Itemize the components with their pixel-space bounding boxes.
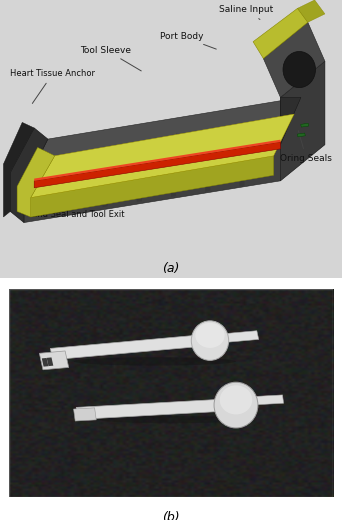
Text: Saline Input: Saline Input (219, 5, 273, 19)
Polygon shape (24, 145, 280, 223)
Polygon shape (50, 334, 214, 360)
Polygon shape (47, 357, 53, 366)
Text: Surgery Tool: Surgery Tool (133, 133, 189, 180)
Ellipse shape (283, 51, 315, 88)
Polygon shape (34, 140, 280, 181)
Polygon shape (205, 155, 210, 192)
Text: Tool Sleeve: Tool Sleeve (80, 46, 141, 71)
Ellipse shape (195, 323, 225, 348)
Polygon shape (24, 97, 301, 186)
Text: (a): (a) (162, 263, 180, 276)
Polygon shape (42, 358, 49, 367)
Polygon shape (253, 395, 284, 405)
Polygon shape (31, 156, 274, 217)
Polygon shape (10, 128, 48, 223)
Polygon shape (17, 148, 55, 217)
Polygon shape (280, 97, 301, 145)
Text: Heart Tissue Anchor: Heart Tissue Anchor (10, 69, 95, 103)
Ellipse shape (100, 416, 242, 423)
Polygon shape (68, 175, 74, 212)
Polygon shape (31, 114, 294, 198)
Ellipse shape (220, 385, 252, 414)
Polygon shape (239, 150, 245, 187)
Bar (297, 133, 305, 137)
Polygon shape (253, 8, 308, 58)
Text: End Seal and Tool Exit: End Seal and Tool Exit (32, 172, 125, 219)
Polygon shape (34, 142, 280, 188)
Bar (301, 123, 309, 127)
Text: Port Body: Port Body (159, 32, 216, 49)
Ellipse shape (214, 382, 258, 428)
Polygon shape (103, 170, 108, 207)
Text: (b): (b) (162, 511, 180, 520)
Polygon shape (171, 160, 176, 197)
Polygon shape (226, 331, 259, 342)
Polygon shape (137, 165, 142, 202)
Ellipse shape (191, 321, 229, 360)
Text: Oring Seals: Oring Seals (280, 131, 332, 163)
Polygon shape (298, 0, 325, 22)
Polygon shape (76, 399, 227, 420)
Polygon shape (263, 22, 325, 97)
Polygon shape (74, 408, 96, 421)
Polygon shape (280, 61, 325, 181)
Ellipse shape (74, 357, 236, 366)
Polygon shape (3, 122, 34, 217)
Polygon shape (39, 351, 69, 370)
